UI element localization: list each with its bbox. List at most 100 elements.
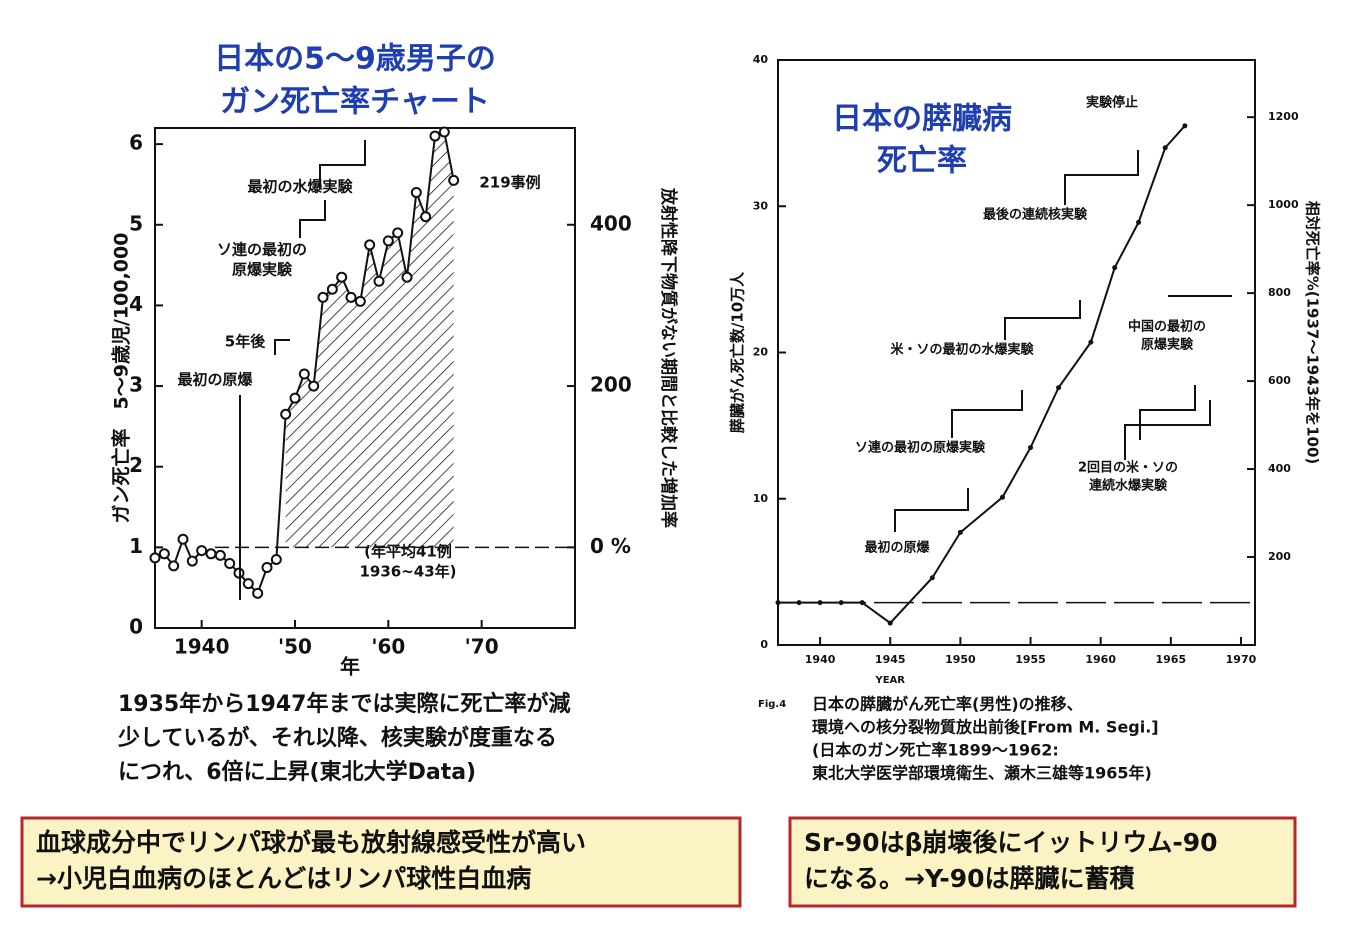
point (196, 545, 208, 557)
point (205, 548, 217, 560)
chart-title: 死亡率 (877, 144, 967, 179)
point (1182, 123, 1188, 129)
x-tick-label: 1940 (805, 653, 836, 666)
point (354, 295, 366, 307)
y2-tick-label: 0 % (590, 534, 631, 558)
point (796, 600, 802, 606)
y-tick-label: 5 (129, 211, 143, 235)
annotation: 原爆実験 (1141, 337, 1194, 353)
point (420, 211, 432, 223)
annotation: 最初の水爆実験 (247, 178, 353, 196)
annotation: 最初の原爆 (864, 540, 930, 556)
annotation: 5年後 (225, 333, 266, 351)
annotation: 最初の原爆 (177, 371, 253, 389)
point (345, 291, 357, 303)
y-tick-label: 4 (129, 292, 143, 316)
point (817, 600, 823, 606)
note-box (20, 816, 742, 908)
annotation: 1936~43年) (359, 563, 456, 581)
caption: につれ、6倍に上昇(東北大学Data) (118, 759, 476, 785)
point (336, 271, 348, 283)
annotation: ソ連の最初の原爆実験 (855, 440, 986, 456)
y-axis-label: ガン死亡率 5～9歳児/100,000 (110, 233, 133, 524)
point (280, 408, 292, 420)
point (401, 271, 413, 283)
point (364, 239, 376, 251)
point (186, 555, 198, 567)
point (1162, 145, 1168, 151)
annotation: 最後の連続核実験 (983, 207, 1088, 223)
annotation: 2回目の米・ソの (1078, 460, 1178, 476)
caption-label: Fig.4 (758, 699, 786, 710)
y-tick-label: 40 (753, 53, 769, 66)
y2-tick-label: 1000 (1268, 198, 1299, 211)
point (168, 560, 180, 572)
point (289, 392, 301, 404)
point (382, 235, 394, 247)
point (308, 380, 320, 392)
point (1136, 219, 1142, 225)
chart-title: ガン死亡率チャート (220, 85, 490, 120)
chart-title: 日本の膵臓病 (832, 102, 1012, 137)
y2-tick-label: 200 (1268, 550, 1291, 563)
y2-tick-label: 1200 (1268, 110, 1299, 123)
annotation-arrow (1139, 385, 1196, 440)
y2-tick-label: 400 (1268, 462, 1291, 475)
x-tick-label: '70 (465, 635, 499, 659)
y-tick-label: 3 (129, 373, 143, 397)
y-tick-label: 20 (753, 346, 769, 359)
annotation: 実験停止 (1086, 95, 1138, 111)
y-tick-label: 10 (753, 492, 769, 505)
x-tick-label: 1950 (945, 653, 976, 666)
point (177, 533, 189, 545)
y2-tick-label: 600 (1268, 374, 1291, 387)
point (317, 291, 329, 303)
point (999, 494, 1005, 500)
x-tick-label: 1940 (174, 635, 230, 659)
annotation: 連続水爆実験 (1089, 478, 1168, 494)
annotation-arrow (1064, 150, 1139, 205)
x-tick-label: '60 (371, 635, 405, 659)
note-text: Sr-90はβ崩壊後にイットリウム-90 (804, 828, 1218, 857)
point (838, 600, 844, 606)
point (775, 600, 781, 606)
y-tick-label: 6 (129, 131, 143, 155)
x-tick-label: '50 (278, 635, 312, 659)
point (429, 130, 441, 142)
y2-tick-label: 200 (590, 373, 632, 397)
x-axis-label: 年 (340, 655, 360, 679)
point (392, 227, 404, 239)
caption: 環境への核分裂物質放出前後[From M. Segi.] (812, 718, 1159, 737)
annotation: 原爆実験 (232, 261, 293, 279)
point (326, 283, 338, 295)
note-text: になる。→Y-90は膵臓に蓄積 (804, 864, 1135, 893)
note-box (788, 816, 1297, 908)
point (242, 578, 254, 590)
note-text: →小児白血病のほとんどはリンパ球性白血病 (36, 864, 531, 893)
x-tick-label: 1965 (1156, 653, 1187, 666)
chart-title: 日本の5～9歳男子の (214, 42, 496, 77)
point (373, 275, 385, 287)
point (1088, 339, 1094, 345)
y-axis-label: 膵臓がん死亡数/10万人 (729, 271, 747, 433)
annotation: 米・ソの最初の水爆実験 (890, 342, 1034, 358)
point (158, 548, 170, 560)
point (252, 587, 264, 599)
x-axis-label: YEAR (874, 675, 905, 686)
annotation-arrow (274, 339, 290, 355)
annotation: 219事例 (479, 174, 540, 192)
annotation: 中国の最初の (1128, 319, 1206, 335)
point (887, 620, 893, 626)
caption: 東北大学医学部環境衛生、瀬木三雄等1965年) (812, 764, 1152, 783)
y2-tick-label: 400 (590, 211, 632, 235)
point (214, 549, 226, 561)
y-tick-label: 1 (129, 534, 143, 558)
y-tick-label: 0 (129, 615, 143, 639)
point (859, 600, 865, 606)
point (224, 557, 236, 569)
note-text: 血球成分中でリンパ球が最も放射線感受性が高い (36, 828, 586, 857)
annotation: ソ連の最初の (217, 241, 307, 259)
y2-tick-label: 800 (1268, 286, 1291, 299)
y2-axis-label: 放射性降下物質がない期間と比較した増加率 (658, 187, 679, 528)
